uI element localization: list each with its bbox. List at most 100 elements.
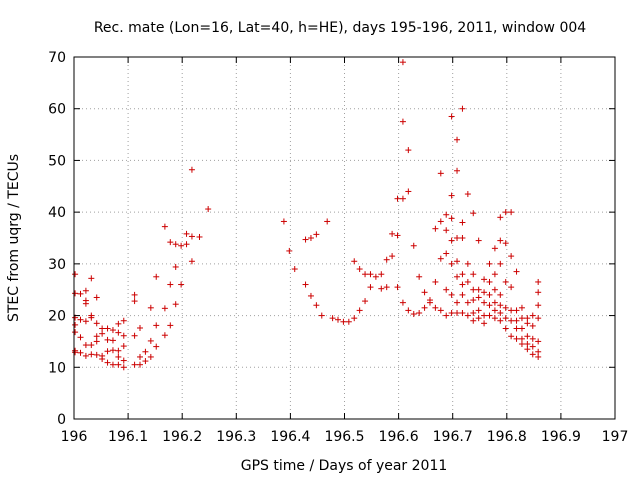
data-point — [137, 353, 144, 360]
data-point — [529, 343, 536, 350]
data-point — [464, 260, 471, 267]
data-point — [115, 329, 122, 336]
data-point — [491, 286, 498, 293]
data-point — [77, 316, 84, 323]
y-axis-label: STEC from uqrg / TECUs — [6, 154, 22, 322]
grid-lines — [74, 57, 615, 419]
data-point — [99, 356, 106, 363]
data-point — [502, 240, 509, 247]
data-point — [120, 364, 127, 371]
data-point — [389, 253, 396, 260]
data-point — [470, 210, 477, 217]
data-point — [147, 304, 154, 311]
data-point — [508, 317, 515, 324]
data-point — [459, 291, 466, 298]
data-point — [470, 286, 477, 293]
data-point — [99, 330, 106, 337]
data-point — [464, 191, 471, 198]
y-tick-label: 50 — [48, 153, 66, 169]
data-point — [167, 239, 174, 246]
data-point — [524, 320, 531, 327]
x-tick-label: 196.3 — [216, 429, 256, 445]
data-point — [362, 271, 369, 278]
data-point — [77, 349, 84, 356]
data-point — [378, 271, 385, 278]
data-point — [454, 258, 461, 265]
data-point — [104, 325, 111, 332]
data-point — [464, 312, 471, 319]
data-point — [529, 322, 536, 329]
data-point — [535, 302, 542, 309]
data-point — [518, 315, 525, 322]
data-point — [399, 299, 406, 306]
data-point — [394, 195, 401, 202]
data-point — [481, 312, 488, 319]
data-point — [497, 302, 504, 309]
data-point — [153, 273, 160, 280]
data-point — [524, 315, 531, 322]
data-point — [405, 188, 412, 195]
data-point — [88, 275, 95, 282]
data-point — [88, 351, 95, 358]
data-point — [448, 291, 455, 298]
data-point — [475, 237, 482, 244]
data-point — [161, 332, 168, 339]
data-point — [535, 353, 542, 360]
data-point — [356, 266, 363, 273]
y-tick-label: 10 — [48, 360, 66, 376]
data-point — [508, 253, 515, 260]
data-point — [115, 361, 122, 368]
data-point — [324, 218, 331, 225]
data-point — [93, 338, 100, 345]
data-point — [367, 271, 374, 278]
data-point — [115, 353, 122, 360]
data-point — [104, 348, 111, 355]
data-point — [82, 342, 89, 349]
x-tick-label: 196.7 — [433, 429, 473, 445]
data-point — [437, 170, 444, 177]
data-point — [172, 263, 179, 270]
data-point — [167, 322, 174, 329]
data-point — [502, 315, 509, 322]
data-point — [470, 297, 477, 304]
data-point — [345, 318, 352, 325]
data-point — [454, 299, 461, 306]
data-point — [77, 334, 84, 341]
x-tick-label: 196.4 — [270, 429, 310, 445]
data-point — [524, 333, 531, 340]
data-point — [410, 242, 417, 249]
data-point — [518, 304, 525, 311]
data-point — [77, 290, 84, 297]
data-point — [535, 348, 542, 355]
data-point — [475, 315, 482, 322]
data-point — [443, 286, 450, 293]
chart-title: Rec. mate (Lon=16, Lat=40, h=HE), days 1… — [94, 20, 586, 36]
data-point — [318, 312, 325, 319]
data-point — [524, 346, 531, 353]
data-point — [529, 351, 536, 358]
data-point — [491, 299, 498, 306]
data-point — [115, 347, 122, 354]
data-point — [502, 304, 509, 311]
data-point — [464, 299, 471, 306]
x-tick-label: 196.5 — [324, 429, 364, 445]
data-point — [72, 271, 79, 278]
data-point — [131, 291, 138, 298]
data-point — [481, 289, 488, 296]
data-point — [513, 317, 520, 324]
y-axis-ticks: 0 10 20 30 40 50 60 70 — [48, 50, 615, 428]
data-point — [459, 271, 466, 278]
data-point — [137, 361, 144, 368]
data-point — [475, 294, 482, 301]
data-point — [508, 333, 515, 340]
x-tick-label: 196.8 — [487, 429, 527, 445]
data-point — [502, 325, 509, 332]
data-point — [426, 299, 433, 306]
data-point — [486, 312, 493, 319]
data-point — [72, 329, 79, 336]
data-point — [280, 218, 287, 225]
data-point — [137, 324, 144, 331]
data-point — [115, 320, 122, 327]
data-point — [147, 337, 154, 344]
